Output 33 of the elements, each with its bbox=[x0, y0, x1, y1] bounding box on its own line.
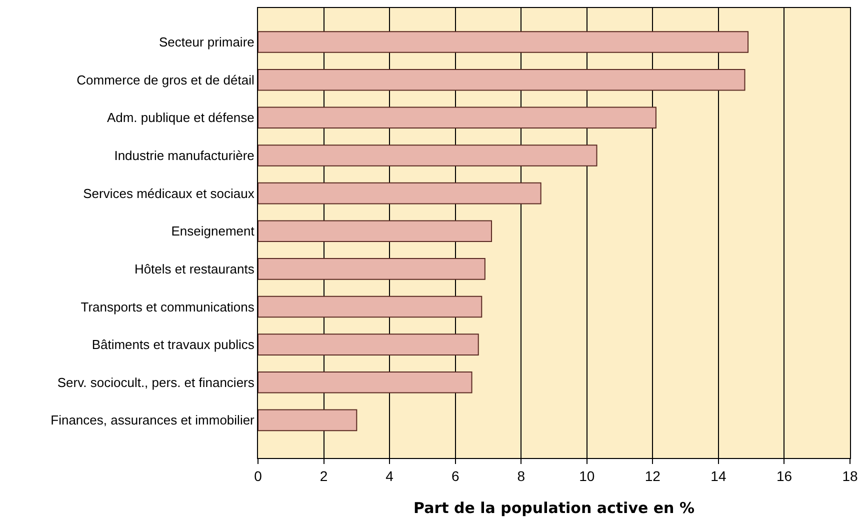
bar bbox=[258, 144, 598, 166]
x-tick-label: 14 bbox=[710, 468, 726, 484]
y-tick-label: Commerce de gros et de détail bbox=[76, 72, 254, 88]
y-tick-label: Enseignement bbox=[171, 224, 255, 239]
y-tick-label: Industrie manufacturière bbox=[114, 148, 254, 164]
x-tick-label: 2 bbox=[320, 468, 328, 484]
x-axis-title: Part de la population active en % bbox=[414, 499, 694, 517]
bar bbox=[258, 258, 486, 280]
y-tick-label: Services médicaux et sociaux bbox=[83, 186, 255, 201]
bar bbox=[258, 68, 746, 91]
y-tick-label: Transports et communications bbox=[80, 299, 255, 314]
bar bbox=[258, 409, 358, 432]
x-tick-label: 0 bbox=[254, 468, 262, 484]
y-tick-label: Adm. publique et défense bbox=[106, 110, 254, 126]
bar bbox=[258, 371, 472, 394]
y-tick-label: Serv. sociocult., pers. et financiers bbox=[57, 374, 255, 390]
x-tick-label: 12 bbox=[644, 468, 661, 484]
bar bbox=[258, 182, 542, 204]
x-tick-label: 4 bbox=[386, 468, 394, 484]
bar bbox=[258, 106, 656, 129]
x-tick-label: 16 bbox=[776, 468, 792, 484]
y-tick-label: Bâtiments et travaux publics bbox=[92, 337, 255, 352]
x-tick-label: 8 bbox=[517, 468, 526, 484]
y-tick-label: Finances, assurances et immobilier bbox=[50, 412, 256, 428]
bar bbox=[258, 334, 479, 356]
x-tick-label: 10 bbox=[579, 468, 595, 484]
bar bbox=[258, 296, 482, 318]
y-tick-label: Hôtels et restaurants bbox=[134, 261, 255, 276]
bar bbox=[258, 220, 492, 242]
x-tick-label: 6 bbox=[451, 468, 460, 484]
bar bbox=[258, 31, 749, 53]
y-tick-label: Secteur primaire bbox=[159, 34, 254, 50]
x-tick-label: 18 bbox=[842, 468, 858, 484]
